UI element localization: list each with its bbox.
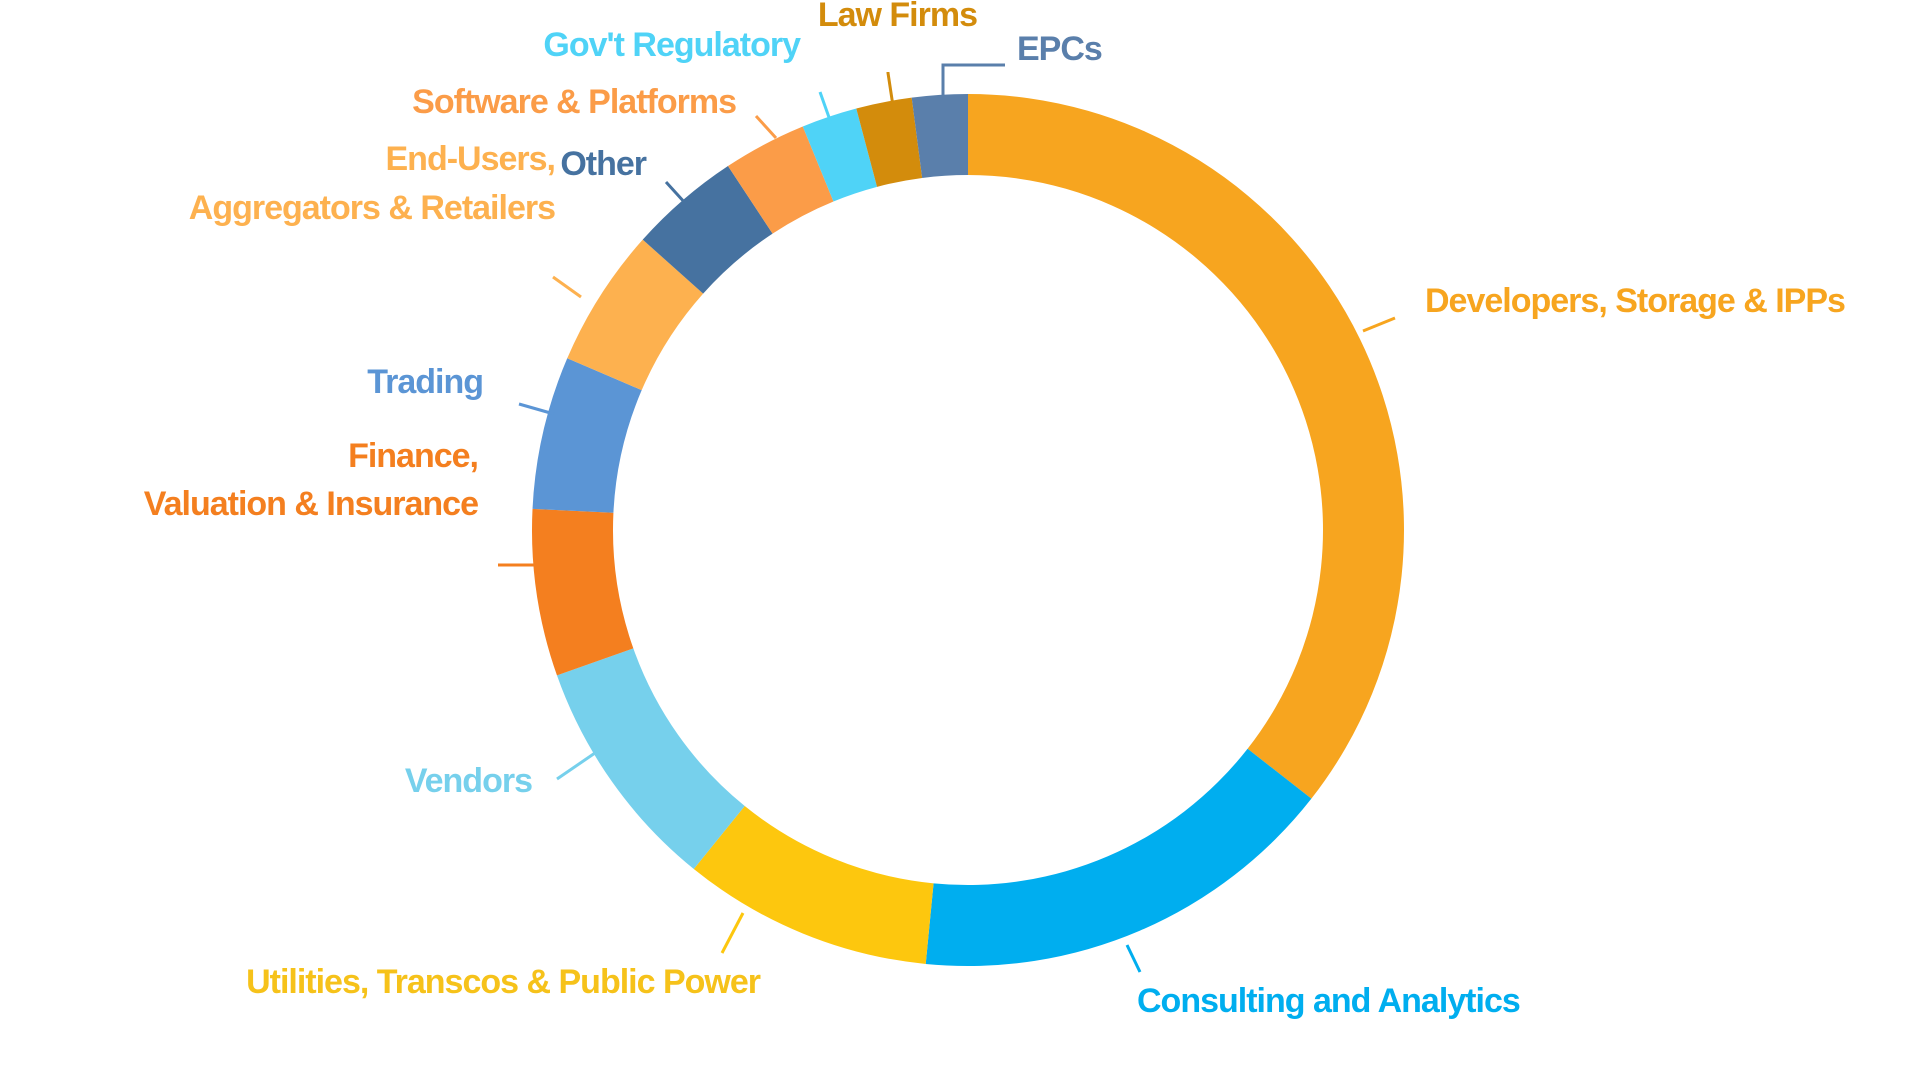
- leader-line: [720, 912, 745, 954]
- leader-line: [664, 180, 688, 206]
- slice-label: Developers, Storage & IPPs: [1425, 282, 1845, 320]
- leader-line: [552, 275, 582, 299]
- slice-label: EPCs: [1017, 30, 1102, 68]
- donut-slice: [642, 166, 773, 294]
- donut-slice: [856, 97, 923, 187]
- leader-line: [754, 114, 778, 140]
- slice-label: Other: [560, 145, 646, 183]
- leader-line: [1125, 944, 1142, 973]
- donut-slice: [802, 108, 878, 202]
- donut-slice: [532, 508, 634, 676]
- leader-line: [818, 91, 833, 124]
- slice-label: End-Users, Aggregators & Retailers: [189, 140, 555, 227]
- leader-line: [518, 402, 555, 416]
- slice-label: Law Firms: [818, 0, 977, 34]
- leader-line: [886, 72, 895, 107]
- slices-layer: [532, 94, 1404, 966]
- slice-label: Software & Platforms: [412, 83, 736, 121]
- donut-slice: [693, 806, 934, 964]
- leader-lines-layer: [498, 63, 1396, 973]
- slice-label: Trading: [367, 363, 483, 401]
- leader-line: [1362, 316, 1396, 333]
- donut-slice: [911, 94, 968, 178]
- slice-label: Finance, Valuation & Insurance: [144, 437, 478, 523]
- leader-line: [941, 63, 1005, 100]
- leader-line: [556, 751, 596, 781]
- donut-slice: [968, 94, 1404, 799]
- donut-slice: [727, 126, 834, 234]
- donut-slice: [925, 748, 1312, 966]
- slice-label: Consulting and Analytics: [1137, 982, 1520, 1020]
- slice-label: Gov't Regulatory: [543, 26, 801, 64]
- slice-label: Vendors: [405, 762, 532, 800]
- donut-slice: [567, 239, 704, 391]
- labels-layer: Developers, Storage & IPPs Consulting and…: [144, 0, 1846, 1020]
- donut-slice: [556, 648, 745, 869]
- donut-slice: [532, 358, 642, 513]
- slice-label: Utilities, Transcos & Public Power: [246, 963, 761, 1001]
